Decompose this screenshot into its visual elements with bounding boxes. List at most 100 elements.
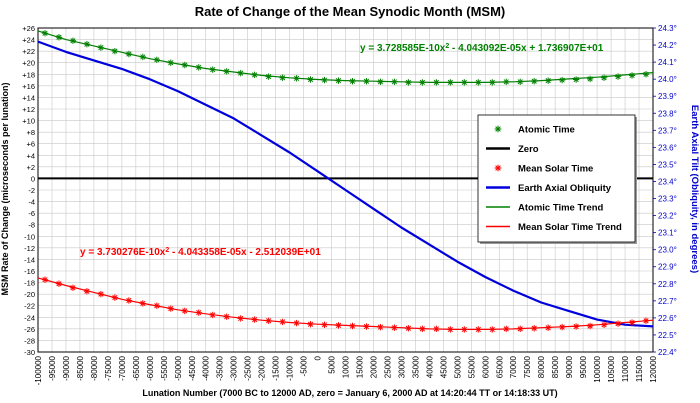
x-tick-label: -55000 <box>160 355 169 380</box>
y-tick-label: -12 <box>24 244 35 253</box>
star-stroke <box>84 41 90 47</box>
star-stroke <box>182 62 188 68</box>
data-point <box>237 315 244 322</box>
y-right-tick-label: 23.3° <box>658 195 677 204</box>
y-axis-label-right: Earth Axial Tilt (Obliquity, in degrees) <box>689 105 700 273</box>
y-tick-label: -2 <box>28 186 35 195</box>
data-point <box>167 59 174 66</box>
data-point <box>558 323 566 331</box>
star-stroke <box>447 79 453 86</box>
y-tick-label: +20 <box>22 59 35 68</box>
series-line-earth-axial-obliquity <box>37 40 654 328</box>
legend-symbol <box>494 125 502 133</box>
equation-text: y = 3.728585E-10x <box>360 43 446 54</box>
data-point <box>265 317 272 324</box>
data-point <box>377 78 384 86</box>
x-tick-label: 80000 <box>537 355 546 378</box>
data-point <box>363 323 370 330</box>
y-tick-label: +10 <box>22 117 35 126</box>
data-point <box>628 319 636 326</box>
x-tick-label: 15000 <box>355 355 364 378</box>
star-stroke <box>531 325 537 331</box>
star-stroke <box>238 315 244 322</box>
data-point <box>642 71 650 78</box>
star-stroke <box>405 325 412 331</box>
x-tick-label: 110000 <box>621 355 630 382</box>
star-stroke <box>461 79 467 86</box>
data-point <box>97 290 105 298</box>
data-point <box>349 322 356 330</box>
star-stroke <box>196 64 202 70</box>
data-point <box>111 294 119 301</box>
x-axis: -100000 -95000 -90000 -85000 -80000 -75000 -70… <box>34 355 658 385</box>
y-tick-label: -10 <box>24 232 35 241</box>
y-right-tick-label: 22.8° <box>658 280 677 289</box>
x-tick-label: -25000 <box>244 355 253 380</box>
data-point <box>251 316 258 323</box>
x-tick-label: 10000 <box>342 355 351 378</box>
x-tick-label: 35000 <box>411 355 420 378</box>
y-right-tick-label: 22.6° <box>658 314 677 323</box>
star-stroke <box>168 60 174 66</box>
data-point <box>391 324 398 331</box>
data-point <box>377 323 384 331</box>
star-stroke <box>42 277 48 283</box>
data-point <box>55 280 63 287</box>
star-stroke <box>377 324 384 330</box>
data-point <box>614 73 622 80</box>
star-stroke <box>461 326 467 333</box>
y-right-tick-label: 24.2° <box>658 41 677 50</box>
x-tick-label: -85000 <box>76 355 85 380</box>
y-tick-label: -6 <box>28 209 35 218</box>
x-tick-label: 5000 <box>328 355 337 373</box>
star-stroke <box>433 326 439 332</box>
data-point <box>558 76 566 84</box>
y-right-tick-label: 24.0° <box>658 75 677 84</box>
star-stroke <box>545 325 551 331</box>
star-stroke <box>559 77 565 83</box>
data-point <box>237 69 244 77</box>
data-point <box>167 305 174 312</box>
star-stroke <box>447 326 453 333</box>
data-point <box>489 79 496 86</box>
data-point <box>265 73 272 80</box>
x-tick-label: -45000 <box>188 355 197 380</box>
data-point <box>153 56 161 64</box>
star-stroke <box>349 323 356 329</box>
data-point <box>293 75 300 82</box>
y-right-tick-label: 24.3° <box>658 24 677 33</box>
y-tick-label: -18 <box>24 279 35 288</box>
x-tick-label: -5000 <box>300 355 309 376</box>
data-point <box>586 322 594 330</box>
star-stroke <box>517 79 523 85</box>
data-point <box>363 78 370 85</box>
y-right-tick-label: 23.5° <box>658 160 677 169</box>
y-axis-right: 24.3° 24.2° 24.1° 24.0° 23.9° 23.8° 23.7° 23.6°… <box>653 24 677 357</box>
x-tick-label: 0 <box>314 355 323 360</box>
data-point <box>461 326 468 333</box>
star-stroke <box>56 34 62 40</box>
data-point <box>405 79 412 86</box>
grid <box>37 27 654 353</box>
x-tick-label: -100000 <box>34 355 43 385</box>
y-right-tick-label: 23.8° <box>658 109 677 118</box>
legend-label: Atomic Time <box>518 125 575 136</box>
star-stroke <box>495 126 501 132</box>
star-stroke <box>154 57 160 63</box>
equation-atomic-time: y = 3.728585E-10x2 - 4.043092E-05x + 1.7… <box>360 43 604 55</box>
star-stroke <box>405 79 412 86</box>
star-stroke <box>210 312 216 318</box>
data-point <box>544 324 552 331</box>
y-tick-label: -28 <box>24 336 35 345</box>
star-stroke <box>391 325 398 331</box>
star-stroke <box>629 72 635 79</box>
data-point <box>489 326 496 333</box>
data-point <box>41 276 49 283</box>
legend-label: Mean Solar Time <box>518 164 593 175</box>
star-stroke <box>42 30 48 36</box>
y-tick-label: +8 <box>26 128 35 137</box>
x-tick-label: -35000 <box>216 355 225 380</box>
x-tick-label: 60000 <box>481 355 490 378</box>
y-right-tick-label: 22.4° <box>658 348 677 357</box>
y-right-tick-label: 23.6° <box>658 143 677 152</box>
